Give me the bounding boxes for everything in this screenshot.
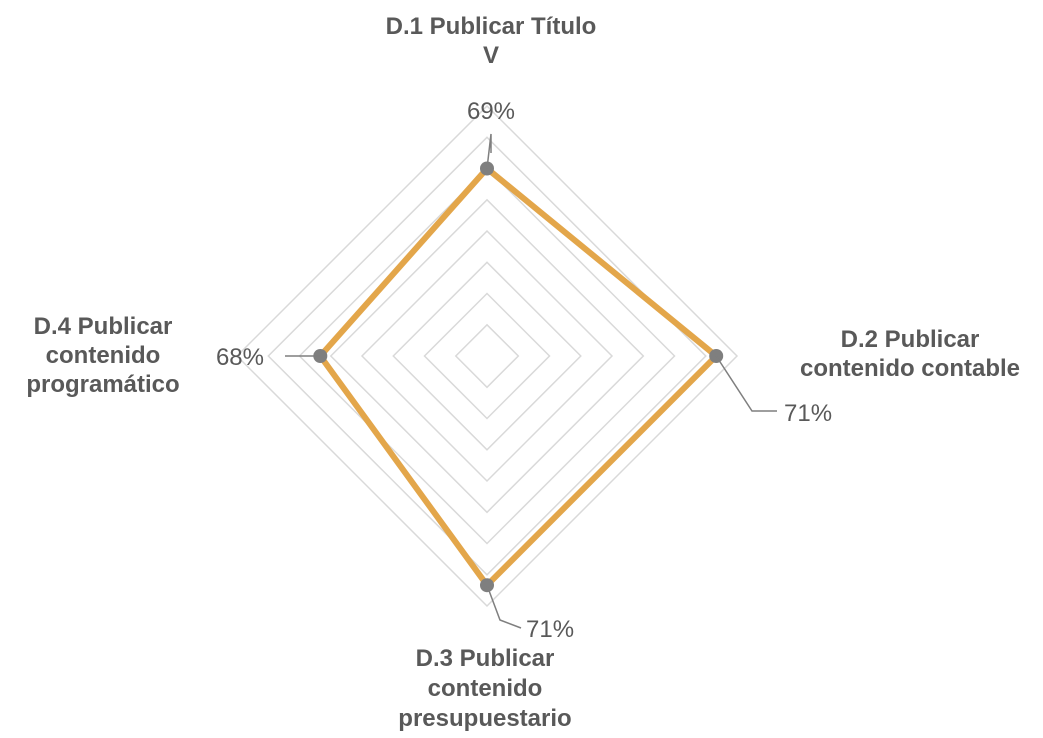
grid-ring — [454, 323, 520, 389]
data-label: 71% — [784, 400, 832, 427]
category-label: D.2 Publicar contenido contable — [800, 326, 1020, 382]
category-label-line: D.4 Publicar — [34, 313, 173, 340]
category-label-line: programático — [26, 371, 179, 398]
grid-ring — [267, 136, 707, 576]
grid-ring — [235, 104, 739, 608]
data-label-leaders — [285, 133, 777, 629]
category-label: D.4 Publicar contenido programático — [26, 313, 179, 398]
grid-ring — [329, 198, 645, 514]
grid-ring — [392, 261, 582, 451]
data-label: 69% — [467, 98, 515, 125]
data-label: 68% — [216, 344, 264, 371]
category-label: D.3 Publicar contenido presupuestario — [398, 645, 571, 732]
category-label: D.1 Publicar Título V — [386, 13, 597, 69]
labels: 69% 71% 71% 68% D.1 Publicar Título V D.2 Publ… — [26, 13, 1020, 732]
category-label-line: D.3 Publicar — [416, 645, 555, 672]
leader-line — [715, 355, 777, 412]
grid-ring — [423, 292, 551, 420]
category-label-line: V — [483, 42, 499, 69]
data-label: 71% — [526, 616, 574, 643]
leader-line — [486, 133, 492, 169]
category-label-line: presupuestario — [398, 705, 571, 732]
category-label-line: contenido — [46, 342, 161, 369]
category-label-line: contenido contable — [800, 355, 1020, 382]
category-label-line: D.2 Publicar — [841, 326, 980, 353]
grid-ring — [360, 229, 614, 483]
grid-ring — [298, 167, 676, 545]
category-label-line: contenido — [428, 675, 543, 702]
radar-grid — [235, 104, 739, 608]
radar-series — [313, 161, 724, 593]
category-label-line: D.1 Publicar Título — [386, 13, 597, 40]
leader-line — [486, 584, 522, 629]
